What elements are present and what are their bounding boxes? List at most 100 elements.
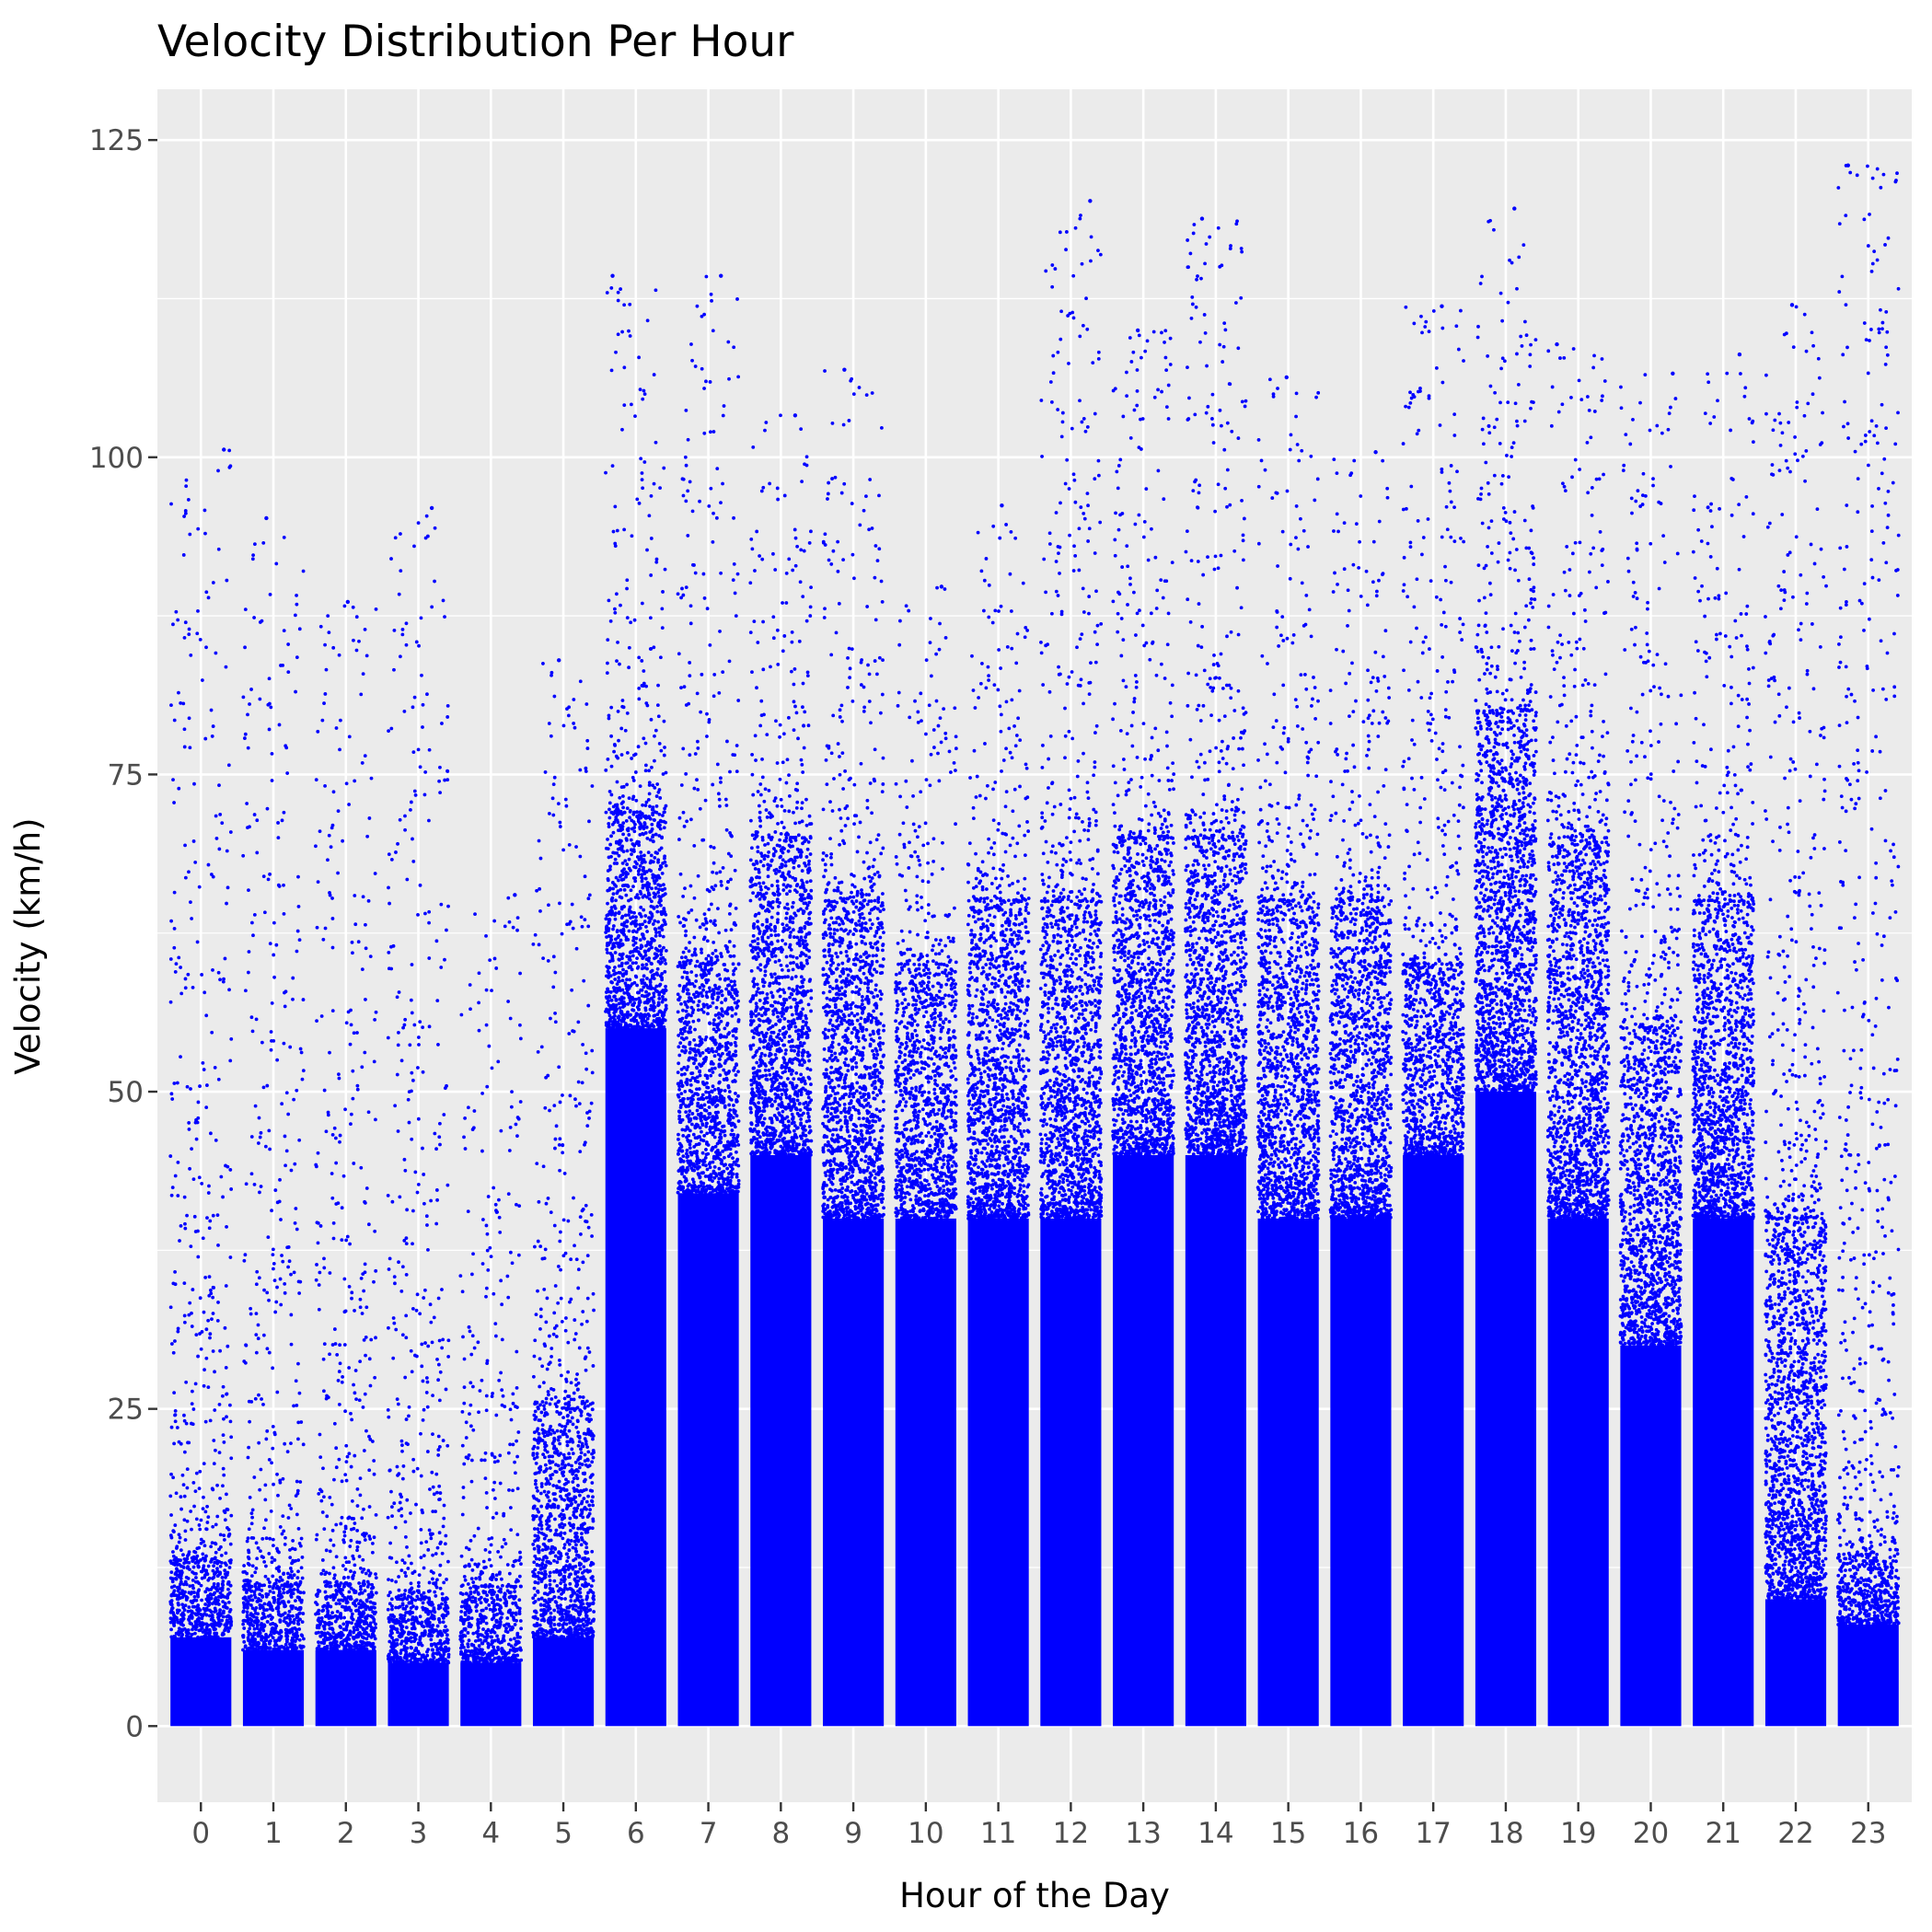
data-point [248,1400,251,1404]
data-point [322,1267,326,1270]
data-point [220,1554,224,1557]
data-point [485,1408,489,1412]
data-point [588,1589,592,1592]
data-point [515,929,519,932]
data-point [403,828,407,832]
data-point [364,1538,367,1542]
data-point [536,1508,539,1511]
data-point [325,1548,329,1552]
data-point [472,1109,476,1113]
data-point [259,1631,262,1635]
data-point [420,674,423,677]
data-point [228,1404,232,1407]
data-point [257,1141,260,1145]
data-point [444,1609,447,1613]
data-point [322,1495,326,1498]
data-point [391,1614,395,1617]
data-point [187,498,191,502]
data-point [247,971,250,975]
data-point [272,1262,276,1266]
data-point [337,1458,341,1462]
data-point [405,1242,409,1245]
data-point [556,1604,560,1608]
data-point [579,1562,583,1566]
data-point [587,1582,591,1586]
data-point [269,1647,272,1650]
data-point [578,1466,582,1470]
data-point [551,1590,555,1593]
data-point [423,770,427,774]
data-point [388,1267,391,1271]
data-point [578,1435,582,1439]
data-point [339,1642,342,1646]
data-point [207,1565,211,1568]
data-point [508,1149,512,1152]
data-point [366,1605,370,1609]
data-point [370,1595,374,1599]
data-point [576,1575,580,1579]
data-point [539,1411,543,1415]
data-point [242,1609,246,1613]
data-point [435,1659,439,1662]
data-point [372,1642,376,1646]
data-point [509,1251,513,1255]
data-point [367,1222,371,1226]
data-point [367,1633,371,1637]
data-point [179,966,182,969]
data-point [399,532,402,536]
data-point [507,1583,511,1587]
data-point [393,629,397,632]
data-point [196,941,200,944]
data-point [496,1637,500,1641]
data-point [326,1595,330,1599]
data-point [499,1556,503,1559]
data-point [573,1515,577,1519]
data-point [328,1352,331,1356]
data-point [352,1162,355,1165]
data-point [574,1534,578,1538]
data-point [539,1523,543,1527]
data-point [282,1529,285,1533]
data-point [194,1576,198,1579]
data-point [468,1547,471,1551]
data-point [472,1534,476,1538]
data-point [329,1594,332,1598]
data-point [343,1107,347,1111]
data-point [217,971,221,975]
data-point [570,1632,573,1636]
data-point [274,1625,278,1628]
data-point [169,1570,173,1574]
data-point [518,1575,522,1579]
data-point [411,1458,415,1462]
data-point [516,1430,520,1434]
data-point [278,885,282,888]
data-point [478,1029,481,1033]
data-point [350,1621,353,1625]
data-point [387,1408,390,1412]
data-point [285,1635,289,1638]
data-point [278,1478,282,1482]
data-point [268,1585,272,1589]
data-point [422,1596,425,1600]
data-point [462,1620,466,1624]
data-point [477,1001,480,1004]
data-point [212,1439,215,1442]
data-point [364,946,368,950]
data-point [314,844,318,848]
data-point [566,1497,570,1500]
data-point [170,1536,174,1540]
data-point [486,1634,490,1637]
data-point [533,1547,537,1551]
data-point [480,1092,484,1095]
data-point [341,1381,344,1384]
data-point [246,826,249,829]
data-point [540,1532,544,1535]
data-point [251,1606,255,1610]
data-point [361,1312,364,1315]
data-point [272,976,276,979]
data-point [390,1656,394,1660]
data-point [343,1473,347,1476]
data-point [494,1203,498,1207]
data-point [536,1624,539,1627]
data-point [209,1419,213,1423]
